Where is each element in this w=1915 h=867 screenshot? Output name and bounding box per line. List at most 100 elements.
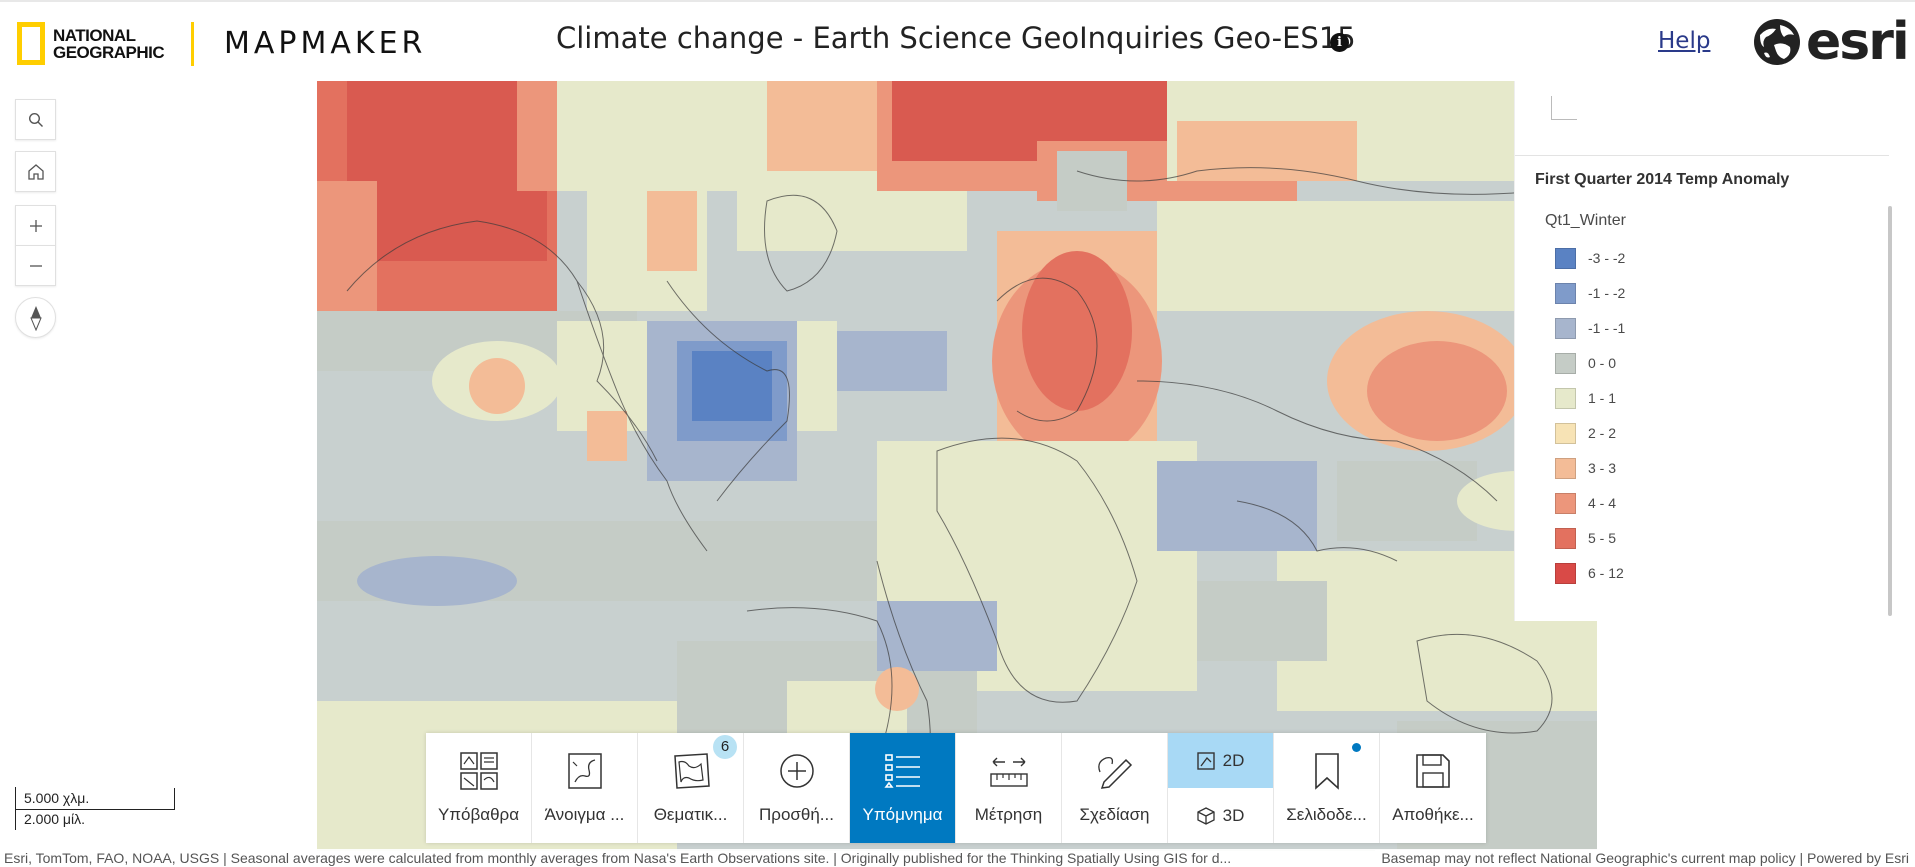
attribution-sources[interactable]: Esri, TomTom, FAO, NOAA, USGS | Seasonal… <box>4 850 1232 866</box>
legend-swatch <box>1555 457 1576 479</box>
basemaps-button[interactable]: Υπόβαθρα <box>426 733 532 843</box>
brand-line-1: NATIONAL <box>53 25 136 45</box>
legend-item: -3 - -2 <box>1555 247 1625 269</box>
legend-item-label: 1 - 1 <box>1588 390 1617 406</box>
basemap-grid-icon <box>459 752 498 790</box>
bookmarks-label: Σελιδοδε... <box>1286 805 1367 824</box>
view-2d-label: 2D <box>1222 750 1245 770</box>
legend-panel: First Quarter 2014 Temp Anomaly Qt1_Wint… <box>1514 81 1898 621</box>
pencil-icon <box>1097 756 1132 789</box>
legend-swatch <box>1555 247 1576 269</box>
header: NATIONAL GEOGRAPHIC MAPMAKER Climate cha… <box>0 0 1915 80</box>
info-icon[interactable]: i <box>1330 33 1349 52</box>
view-3d-button[interactable]: 3D <box>1168 788 1273 843</box>
view-3d-label: 3D <box>1222 805 1245 825</box>
thematic-label: Θεματικ... <box>653 805 728 824</box>
search-icon <box>28 112 43 127</box>
legend-swatch <box>1555 387 1576 409</box>
legend-title: First Quarter 2014 Temp Anomaly <box>1535 171 1790 188</box>
thematic-count-badge: 6 <box>713 735 737 759</box>
legend-item-label: 2 - 2 <box>1588 425 1617 441</box>
legend-field-name: Qt1_Winter <box>1545 212 1626 229</box>
legend-button[interactable]: Υπόμνημα <box>850 733 956 843</box>
legend-item-label: -3 - -2 <box>1588 250 1626 266</box>
attribution-bar: Esri, TomTom, FAO, NOAA, USGS | Seasonal… <box>0 849 1915 867</box>
legend-divider <box>1515 155 1889 156</box>
temperature-anomaly-map[interactable] <box>317 81 1597 851</box>
map-2d-icon <box>1196 751 1215 770</box>
add-layer-label: Προσθή... <box>759 805 834 824</box>
bookmark-icon <box>1314 753 1339 790</box>
draw-button[interactable]: Σχεδίαση <box>1062 733 1168 843</box>
esri-wordmark: esri <box>1806 12 1910 72</box>
legend-item-label: -1 - -2 <box>1588 285 1626 301</box>
search-button[interactable] <box>15 99 56 140</box>
save-label: Αποθήκε... <box>1392 805 1474 824</box>
ruler-icon <box>989 757 1028 787</box>
cube-3d-icon <box>1196 806 1215 825</box>
measure-button[interactable]: Μέτρηση <box>956 733 1062 843</box>
legend-scrollbar[interactable] <box>1888 206 1892 616</box>
scale-line <box>15 809 175 810</box>
open-map-button[interactable]: Άνοιγμα ... <box>532 733 638 843</box>
app-name: MAPMAKER <box>224 26 427 61</box>
legend-swatch <box>1555 492 1576 514</box>
header-divider <box>191 22 194 66</box>
legend-item-label: 3 - 3 <box>1588 460 1617 476</box>
plus-icon <box>29 219 42 232</box>
legend-item: 2 - 2 <box>1555 422 1616 444</box>
bookmarks-button[interactable]: Σελιδοδε... <box>1274 733 1380 843</box>
legend-swatch <box>1555 282 1576 304</box>
zoom-in-button[interactable] <box>15 205 56 246</box>
legend-item: 5 - 5 <box>1555 527 1616 549</box>
scale-mi-label: 2.000 μίλ. <box>24 811 85 827</box>
basemaps-label: Υπόβαθρα <box>437 805 520 824</box>
open-map-label: Άνοιγμα ... <box>544 805 625 824</box>
view-mode-toggle: 2D 3D <box>1168 733 1274 843</box>
map-view[interactable] <box>317 81 1597 851</box>
legend-item: 0 - 0 <box>1555 352 1616 374</box>
legend-item-label: 5 - 5 <box>1588 530 1617 546</box>
national-geographic-logo[interactable]: NATIONAL GEOGRAPHIC <box>17 22 165 65</box>
thematic-button[interactable]: 6 Θεματικ... <box>638 733 744 843</box>
scale-tick-right <box>174 788 175 810</box>
scale-bar: 5.000 χλμ. 2.000 μίλ. <box>15 787 177 831</box>
legend-item: 1 - 1 <box>1555 387 1616 409</box>
legend-item: 3 - 3 <box>1555 457 1616 479</box>
globe-icon <box>1754 19 1800 65</box>
legend-item-label: -1 - -1 <box>1588 320 1626 336</box>
map-title: Climate change - Earth Science GeoInquir… <box>556 21 1356 55</box>
view-2d-button[interactable]: 2D <box>1168 733 1273 788</box>
compass-button[interactable] <box>15 297 56 338</box>
compass-icon <box>29 305 42 331</box>
legend-swatch <box>1555 562 1576 584</box>
notification-dot <box>1352 743 1361 752</box>
esri-logo[interactable]: esri <box>1752 12 1910 72</box>
legend-list-icon <box>883 754 920 788</box>
draw-label: Σχεδίαση <box>1079 805 1150 824</box>
save-button[interactable]: Αποθήκε... <box>1380 733 1486 843</box>
scale-km-label: 5.000 χλμ. <box>24 790 90 806</box>
add-circle-icon <box>779 754 814 788</box>
legend-item-label: 4 - 4 <box>1588 495 1617 511</box>
legend-item: -1 - -1 <box>1555 317 1625 339</box>
home-button[interactable] <box>15 151 56 192</box>
legend-swatch <box>1555 352 1576 374</box>
legend-swatch <box>1555 527 1576 549</box>
legend-item: -1 - -2 <box>1555 282 1625 304</box>
legend-item: 6 - 12 <box>1555 562 1624 584</box>
measure-label: Μέτρηση <box>974 805 1043 824</box>
national-geographic-wordmark: NATIONAL GEOGRAPHIC <box>53 25 165 61</box>
bottom-toolbar: Υπόβαθρα Άνοιγμα ... 6 Θεματικ... Προσθή… <box>426 733 1486 843</box>
help-link[interactable]: Help <box>1658 28 1711 54</box>
add-layer-button[interactable]: Προσθή... <box>744 733 850 843</box>
attribution-powered-by[interactable]: Basemap may not reflect National Geograp… <box>1375 850 1909 866</box>
scale-tick-left <box>15 787 16 830</box>
zoom-out-button[interactable] <box>15 245 56 286</box>
home-icon <box>27 163 44 180</box>
thematic-map-icon <box>673 753 710 789</box>
legend-swatch <box>1555 317 1576 339</box>
yellow-border-icon <box>17 22 45 65</box>
legend-item: 4 - 4 <box>1555 492 1616 514</box>
